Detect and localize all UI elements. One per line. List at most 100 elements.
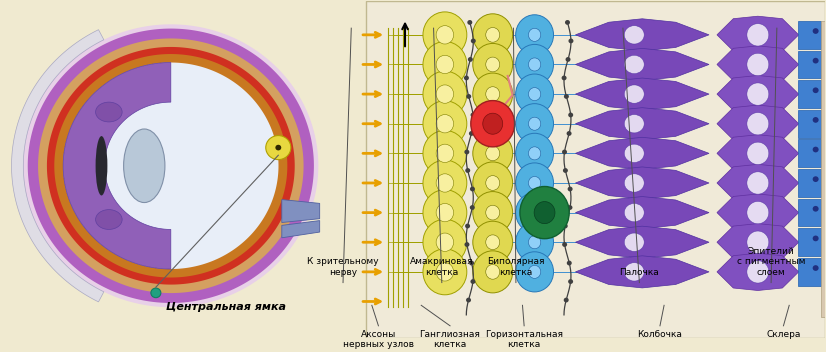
Circle shape bbox=[564, 94, 569, 99]
Ellipse shape bbox=[472, 73, 513, 115]
Ellipse shape bbox=[747, 83, 769, 105]
FancyBboxPatch shape bbox=[798, 139, 821, 167]
Ellipse shape bbox=[529, 58, 541, 71]
Ellipse shape bbox=[423, 249, 467, 295]
Ellipse shape bbox=[747, 53, 769, 76]
Circle shape bbox=[563, 298, 568, 302]
Circle shape bbox=[562, 150, 567, 155]
Polygon shape bbox=[717, 224, 799, 261]
Ellipse shape bbox=[515, 103, 553, 144]
Text: Биполярная
клетка: Биполярная клетка bbox=[487, 257, 544, 277]
Polygon shape bbox=[12, 30, 104, 302]
Ellipse shape bbox=[472, 162, 513, 204]
Ellipse shape bbox=[515, 133, 553, 174]
Ellipse shape bbox=[624, 85, 644, 103]
Circle shape bbox=[568, 38, 573, 43]
Ellipse shape bbox=[624, 174, 644, 192]
Circle shape bbox=[813, 147, 819, 152]
Circle shape bbox=[151, 288, 161, 298]
Circle shape bbox=[468, 57, 472, 62]
Polygon shape bbox=[717, 164, 799, 202]
Circle shape bbox=[266, 136, 291, 159]
Ellipse shape bbox=[436, 203, 453, 222]
Text: Горизонтальная
клетка: Горизонтальная клетка bbox=[485, 329, 563, 349]
Ellipse shape bbox=[472, 191, 513, 234]
Circle shape bbox=[464, 76, 469, 80]
Circle shape bbox=[469, 131, 474, 136]
FancyBboxPatch shape bbox=[366, 1, 824, 338]
Circle shape bbox=[465, 224, 470, 228]
Ellipse shape bbox=[624, 203, 644, 222]
Ellipse shape bbox=[486, 117, 500, 131]
Ellipse shape bbox=[436, 144, 453, 163]
Circle shape bbox=[562, 76, 567, 80]
Circle shape bbox=[464, 242, 469, 247]
FancyBboxPatch shape bbox=[798, 21, 821, 49]
Polygon shape bbox=[47, 47, 295, 284]
Polygon shape bbox=[23, 24, 318, 307]
Circle shape bbox=[568, 113, 573, 117]
Ellipse shape bbox=[486, 176, 500, 190]
Ellipse shape bbox=[529, 88, 541, 101]
Circle shape bbox=[464, 150, 469, 155]
Ellipse shape bbox=[486, 146, 500, 161]
Circle shape bbox=[813, 58, 819, 63]
Ellipse shape bbox=[534, 202, 555, 224]
Circle shape bbox=[471, 279, 476, 284]
FancyBboxPatch shape bbox=[820, 20, 824, 317]
Ellipse shape bbox=[515, 252, 553, 292]
Polygon shape bbox=[63, 63, 171, 269]
Circle shape bbox=[563, 242, 567, 247]
Ellipse shape bbox=[486, 27, 500, 42]
Circle shape bbox=[466, 298, 471, 302]
Ellipse shape bbox=[624, 233, 644, 251]
Ellipse shape bbox=[747, 142, 769, 164]
Ellipse shape bbox=[423, 71, 467, 117]
FancyBboxPatch shape bbox=[798, 199, 821, 226]
Circle shape bbox=[568, 279, 573, 284]
Polygon shape bbox=[282, 221, 320, 238]
Ellipse shape bbox=[529, 117, 541, 130]
Text: Ганглиозная
клетка: Ганглиозная клетка bbox=[420, 329, 481, 349]
Circle shape bbox=[565, 20, 570, 25]
Ellipse shape bbox=[624, 263, 644, 281]
Circle shape bbox=[470, 205, 475, 210]
Ellipse shape bbox=[515, 74, 553, 114]
Ellipse shape bbox=[96, 136, 107, 195]
Circle shape bbox=[471, 38, 476, 43]
Ellipse shape bbox=[486, 264, 500, 279]
Circle shape bbox=[813, 265, 819, 271]
Ellipse shape bbox=[624, 55, 644, 74]
Text: Склера: Склера bbox=[767, 329, 800, 339]
Polygon shape bbox=[55, 54, 287, 277]
Polygon shape bbox=[576, 196, 709, 229]
Text: К зрительному
нерву: К зрительному нерву bbox=[307, 257, 379, 277]
Ellipse shape bbox=[472, 251, 513, 293]
Circle shape bbox=[468, 20, 472, 25]
Ellipse shape bbox=[486, 235, 500, 250]
Polygon shape bbox=[282, 200, 320, 222]
Ellipse shape bbox=[515, 193, 553, 233]
Text: Центральная ямка: Центральная ямка bbox=[166, 302, 286, 313]
Circle shape bbox=[469, 260, 474, 265]
Circle shape bbox=[567, 260, 572, 265]
Circle shape bbox=[563, 224, 567, 228]
Circle shape bbox=[567, 205, 572, 210]
FancyBboxPatch shape bbox=[798, 51, 821, 78]
Ellipse shape bbox=[472, 221, 513, 263]
Polygon shape bbox=[28, 29, 314, 303]
Polygon shape bbox=[717, 105, 799, 142]
Ellipse shape bbox=[472, 132, 513, 174]
Ellipse shape bbox=[747, 24, 769, 46]
Circle shape bbox=[465, 168, 470, 173]
Ellipse shape bbox=[529, 265, 541, 278]
Ellipse shape bbox=[423, 12, 467, 58]
Ellipse shape bbox=[529, 176, 541, 189]
Ellipse shape bbox=[436, 55, 453, 74]
FancyBboxPatch shape bbox=[798, 228, 821, 256]
Circle shape bbox=[563, 168, 568, 173]
Ellipse shape bbox=[486, 87, 500, 101]
FancyBboxPatch shape bbox=[798, 80, 821, 108]
Circle shape bbox=[813, 28, 819, 34]
Ellipse shape bbox=[436, 85, 453, 103]
